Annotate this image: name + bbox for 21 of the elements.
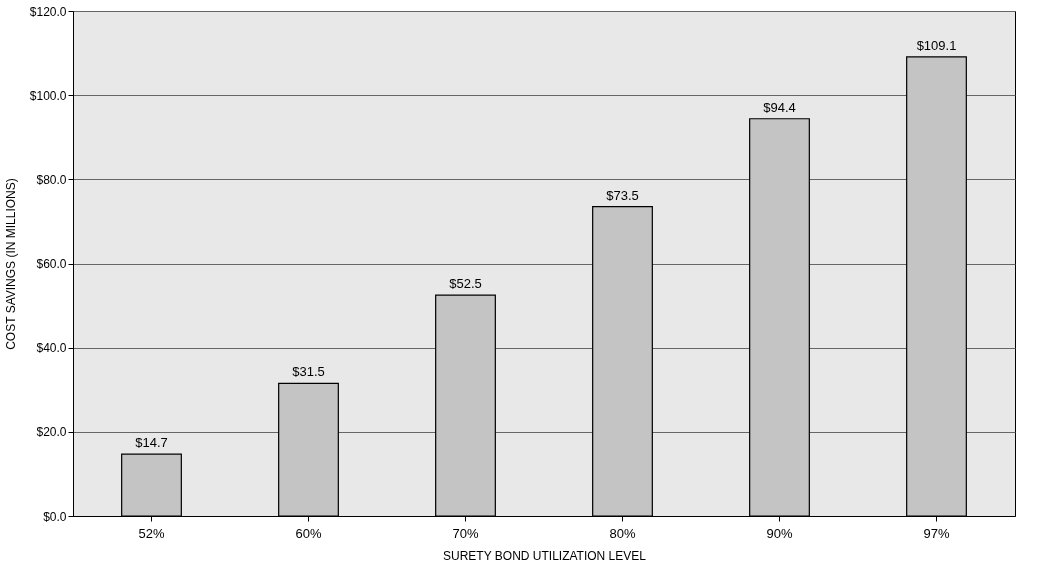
y-tick-label: $120.0 [29, 4, 67, 19]
data-label: $73.5 [606, 187, 639, 203]
y-axis-title: COST SAVINGS (IN MILLIONS) [3, 178, 18, 350]
y-tick-label: $60.0 [36, 257, 67, 271]
x-tick-label: 80% [609, 525, 636, 541]
y-tick-label: $80.0 [36, 172, 67, 187]
y-tick-label: $100.0 [29, 88, 67, 103]
data-label: $14.7 [135, 435, 168, 451]
data-label: $109.1 [916, 37, 957, 53]
data-label: $31.5 [292, 364, 325, 380]
y-tick-label: $0.0 [43, 509, 67, 524]
x-tick-label: 97% [923, 525, 950, 541]
y-tick-label: $40.0 [36, 341, 67, 356]
x-tick-label: 60% [295, 525, 322, 541]
x-tick-label: 90% [766, 525, 793, 541]
y-tick-label: $20.0 [36, 425, 67, 440]
x-axis-title: SURETY BOND UTILIZATION LEVEL [443, 548, 647, 563]
data-label: $52.5 [449, 276, 482, 292]
data-label: $94.4 [763, 99, 796, 115]
x-tick-label: 52% [138, 525, 165, 541]
x-tick-label: 70% [452, 525, 479, 541]
